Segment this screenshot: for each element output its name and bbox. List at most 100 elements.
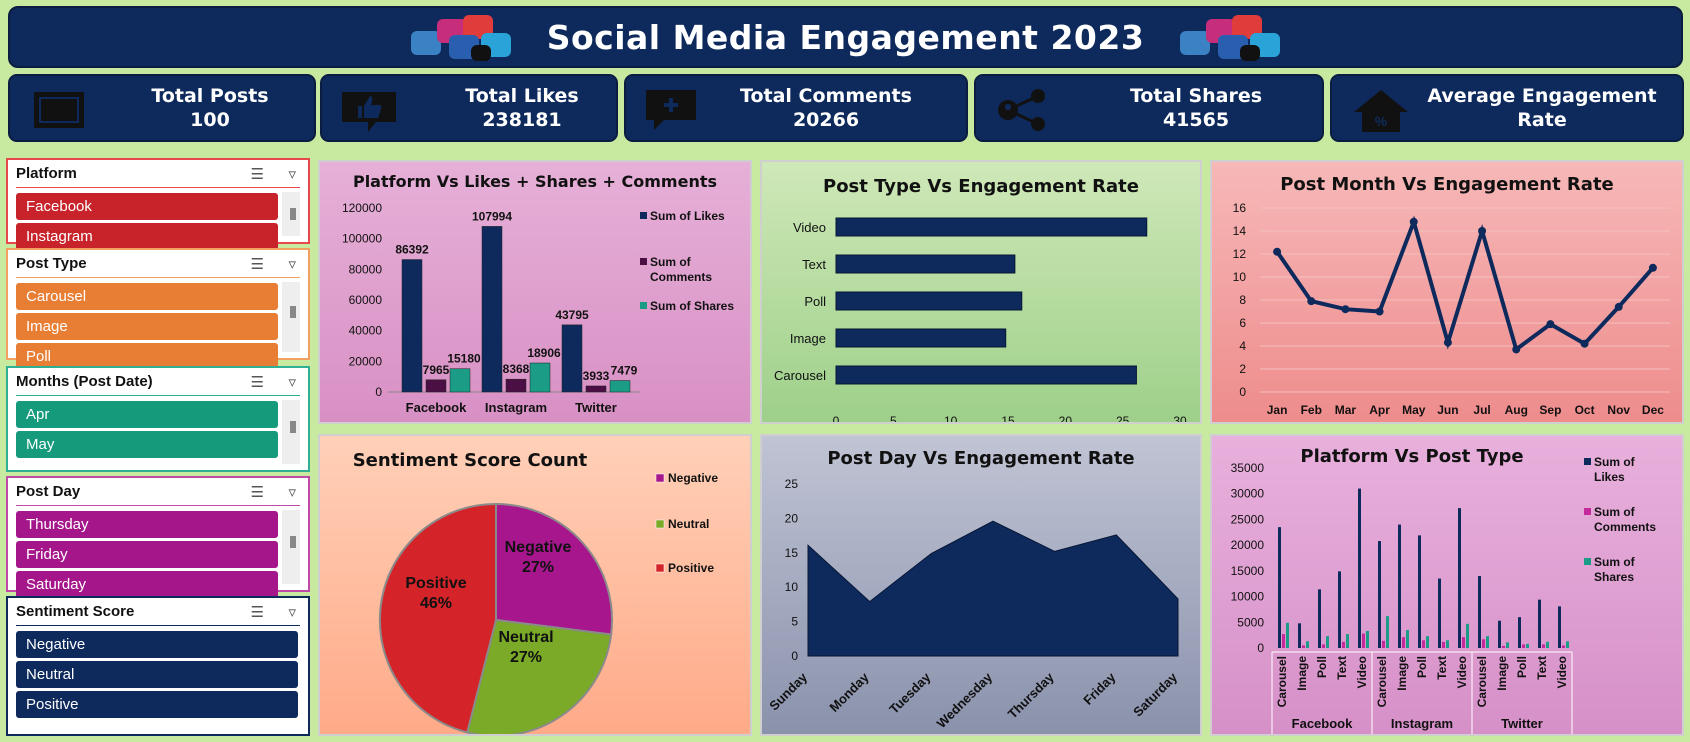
svg-text:%: % [1375, 113, 1388, 129]
legend-label: Sum of Shares [650, 299, 734, 313]
clear-filter-icon[interactable]: ▿ [288, 374, 296, 391]
slicer-scroll-thumb[interactable] [290, 536, 296, 548]
x-tick-label: Sep [1539, 403, 1561, 417]
y-tick-label: 14 [1233, 224, 1247, 238]
data-point [1648, 263, 1657, 272]
slicer-item[interactable]: Carousel [16, 283, 278, 310]
legend-label: Positive [668, 561, 714, 575]
y-tick-label: 0 [1257, 641, 1264, 655]
x-tick-label: Text [1435, 656, 1449, 680]
multi-select-icon[interactable]: ☰ [250, 604, 264, 621]
legend-label-line: Sum of [650, 255, 692, 269]
bar [1542, 644, 1545, 648]
x-tick-label: Jan [1267, 403, 1288, 417]
legend-label-line: Comments [650, 270, 712, 284]
bar [1342, 641, 1345, 648]
bar [835, 291, 1023, 311]
slicer-scroll-thumb[interactable] [290, 421, 296, 433]
data-point [1307, 297, 1316, 306]
legend-label-line: Likes [1594, 470, 1625, 484]
y-tick-label: 25 [785, 477, 799, 491]
slicer-item[interactable]: Saturday [16, 571, 278, 598]
slicer-title: Post Day [16, 483, 81, 500]
multi-select-icon[interactable]: ☰ [250, 256, 264, 273]
slicer-item[interactable]: Friday [16, 541, 278, 568]
legend-label: Sum of Comments [1594, 505, 1656, 534]
slicer-divider [16, 505, 300, 506]
clear-filter-icon[interactable]: ▿ [288, 604, 296, 621]
slice-percent: 27% [522, 559, 554, 576]
bar [1482, 639, 1485, 648]
clear-filter-icon[interactable]: ▿ [288, 166, 296, 183]
y-tick-label: 0 [1239, 385, 1246, 399]
multi-select-icon[interactable]: ☰ [250, 374, 264, 391]
chart-title: Platform Vs Post Type [1300, 446, 1524, 467]
clear-filter-icon[interactable]: ▿ [288, 256, 296, 273]
area-fill [807, 520, 1179, 657]
kpi-label: Total Shares [1129, 85, 1263, 107]
y-tick-label: Text [802, 257, 826, 272]
slicer-item[interactable]: Negative [16, 631, 298, 658]
slicer-item[interactable]: Facebook [16, 193, 278, 220]
slicer-scroll-thumb[interactable] [290, 208, 296, 220]
slicer-months-post-date: Months (Post Date) ☰ ▿ Apr May [6, 366, 310, 472]
bar [1442, 641, 1445, 648]
x-tick-label: Thursday [1005, 669, 1058, 722]
kpi-value: 41565 [1162, 109, 1230, 131]
data-point [1512, 345, 1521, 354]
slicer-item[interactable]: Neutral [16, 661, 298, 688]
chart-platform-post-type: Platform Vs Post Type 0 5000 10000 15000 200… [1210, 434, 1684, 736]
multi-select-icon[interactable]: ☰ [250, 166, 264, 183]
chart-title: Post Month Vs Engagement Rate [1280, 174, 1614, 195]
slicer-item[interactable]: May [16, 431, 278, 458]
clear-filter-icon[interactable]: ▿ [288, 484, 296, 501]
kpi-total-posts: Total Posts 100 [8, 74, 316, 142]
y-tick-label: 4 [1239, 339, 1246, 353]
slicer-item[interactable]: Poll [16, 343, 278, 370]
legend-label-line: Sum of [1594, 505, 1636, 519]
y-tick-label: Carousel [774, 368, 826, 383]
data-label: 8368 [503, 362, 530, 376]
bar [505, 378, 527, 393]
chart-sentiment-score: Sentiment Score Count Negative 27% Neutral… [318, 434, 752, 736]
comment-plus-icon [646, 90, 696, 130]
chart-post-day-engagement: Post Day Vs Engagement Rate 0 5 10 15 20 25 Su… [760, 434, 1202, 736]
legend-swatch [1584, 458, 1591, 465]
chart-title: Post Day Vs Engagement Rate [827, 448, 1135, 469]
data-label: 43795 [555, 308, 589, 322]
slicer-title: Post Type [16, 255, 87, 272]
slicer-item[interactable]: Positive [16, 691, 298, 718]
y-tick-label: 10000 [1231, 590, 1265, 604]
slicer-title: Platform [16, 165, 77, 182]
bar [1418, 535, 1421, 648]
x-tick-label: Image [1295, 656, 1309, 691]
x-tick-label: 0 [833, 414, 840, 422]
slicer-item[interactable]: Apr [16, 401, 278, 428]
x-tick-label: 10 [944, 414, 958, 422]
bar [1402, 637, 1405, 648]
x-tick-label: Jul [1473, 403, 1490, 417]
x-tick-label: May [1402, 403, 1426, 417]
slicer-item[interactable]: Thursday [16, 511, 278, 538]
legend-label: Sum of Comments [650, 255, 712, 284]
legend-swatch [640, 258, 647, 265]
slicer-title: Months (Post Date) [16, 373, 153, 390]
x-tick-label: 25 [1116, 414, 1130, 422]
bar [1406, 630, 1409, 648]
x-tick-label: Oct [1575, 403, 1595, 417]
legend-label-line: Sum of [1594, 455, 1636, 469]
legend-label: Sum of Likes [650, 209, 725, 223]
y-tick-label: 10 [1233, 270, 1247, 284]
slicer-scroll-thumb[interactable] [290, 306, 296, 318]
y-tick-label: 10 [785, 580, 799, 594]
slicer-platform: Platform ☰ ▿ Facebook Instagram [6, 158, 310, 250]
slice-label: Neutral [498, 629, 553, 646]
x-tick-label: 15 [1001, 414, 1015, 422]
chart-title: Post Type Vs Engagement Rate [823, 176, 1139, 197]
slicer-item[interactable]: Instagram [16, 223, 278, 250]
x-tick-label: Aug [1505, 403, 1528, 417]
page-title: Social Media Engagement 2023 [546, 17, 1145, 57]
multi-select-icon[interactable]: ☰ [250, 484, 264, 501]
slicer-item[interactable]: Image [16, 313, 278, 340]
header-banner: Social Media Engagement 2023 [8, 6, 1683, 68]
